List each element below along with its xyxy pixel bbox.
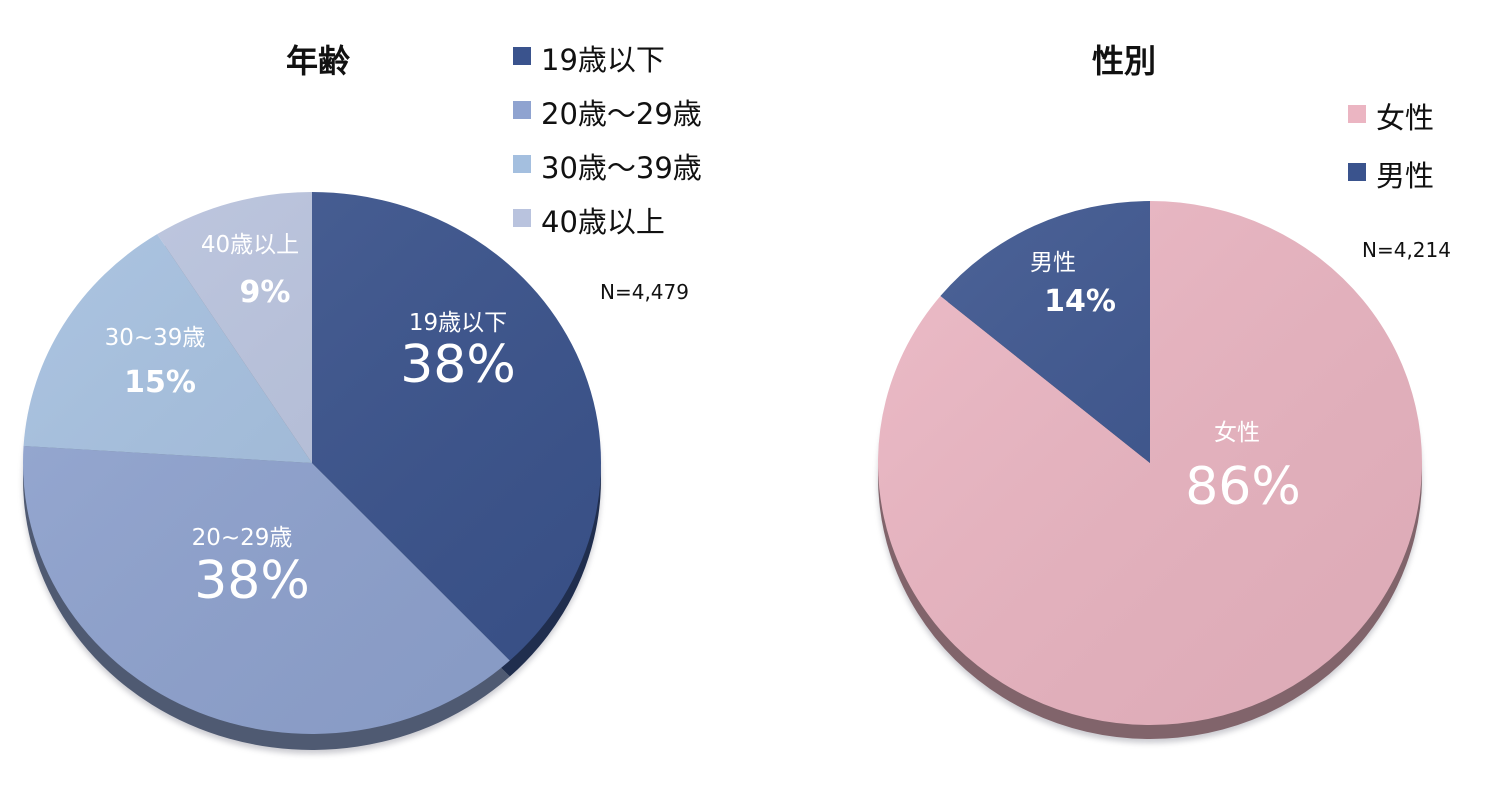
gender-legend-swatch-0 [1348,105,1366,123]
gender-slice-value-label-1: 14% [1044,284,1116,319]
gender-pie [877,201,1423,725]
age-legend-swatch-3 [513,209,531,227]
gender-slice-value-label-0: 86% [1185,457,1301,517]
age-legend-item-0: 19歳以下 [541,43,665,77]
age-pie [23,192,601,734]
age-legend: 19歳以下 20歳〜29歳 30歳〜39歳 40歳以上 [513,43,702,239]
gender-pie-sheen [878,201,1422,725]
age-slice-name-label-3: 40歳以上 [201,232,299,258]
age-slice-name-label-2: 30~39歳 [105,325,206,351]
gender-legend-swatch-1 [1348,163,1366,181]
age-legend-item-1: 20歳〜29歳 [541,97,702,131]
age-legend-swatch-2 [513,155,531,173]
gender-legend-item-0: 女性 [1376,101,1434,135]
age-chart-title: 年齢 [286,42,350,80]
gender-sample-size: N=4,214 [1362,238,1451,262]
age-legend-swatch-0 [513,47,531,65]
age-slice-name-label-1: 20~29歳 [192,525,293,551]
age-legend-item-3: 40歳以上 [541,205,665,239]
gender-chart-title: 性別 [1092,42,1156,80]
age-legend-swatch-1 [513,101,531,119]
gender-legend-item-1: 男性 [1376,159,1434,193]
age-pie-sheen [23,192,601,734]
age-slice-value-label-3: 9% [240,275,291,310]
age-slice-name-label-0: 19歳以下 [409,310,507,336]
age-slice-value-label-2: 15% [124,365,196,400]
age-slice-value-label-0: 38% [400,335,516,395]
gender-slice-name-label-1: 男性 [1030,250,1076,276]
gender-slice-name-label-0: 女性 [1214,420,1260,446]
age-legend-item-2: 30歳〜39歳 [541,151,702,185]
age-slice-value-label-1: 38% [194,551,310,611]
gender-slice-labels: 女性 86% 男性 14% [1030,250,1301,517]
age-sample-size: N=4,479 [600,280,689,304]
